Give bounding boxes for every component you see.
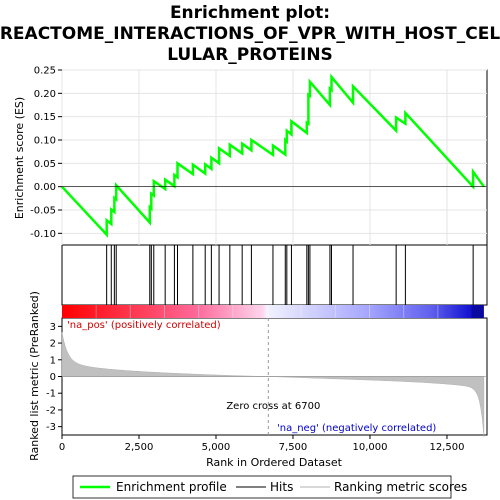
negative-correlation-label: 'na_neg' (negatively correlated) (277, 423, 436, 434)
hits-panel (61, 244, 488, 306)
zero-cross-label: Zero cross at 6700 (226, 401, 320, 412)
es-y-tick-label: 0.10 (34, 136, 56, 147)
es-y-axis-label: Enrichment score (ES) (13, 97, 26, 219)
chart-title-line-2: REACTOME_INTERACTIONS_OF_VPR_WITH_HOST_C… (0, 24, 500, 44)
metric-y-axis: 3 2 1 0 -1 -2 -3 (46, 322, 62, 433)
x-tick-label: 12,500 (429, 442, 464, 453)
metric-y-tick-label: -1 (46, 389, 56, 400)
rank-bar-segments (95, 305, 484, 318)
chart-title-line-3: LULAR_PROTEINS (167, 45, 333, 65)
legend-label-hits: Hits (270, 480, 293, 494)
x-tick-label: 2,500 (125, 442, 154, 453)
es-gridlines (61, 69, 487, 245)
metric-y-tick-label: 3 (50, 322, 56, 333)
x-axis-label: Rank in Ordered Dataset (206, 456, 343, 469)
metric-y-tick-label: -3 (46, 422, 56, 433)
metric-y-tick-label: 0 (50, 372, 56, 383)
es-y-axis: -0.10 -0.05 0.00 0.05 0.10 0.15 0.20 0.25 (30, 66, 62, 240)
x-tick-label: 0 (59, 442, 65, 453)
legend-label-enrichment-profile: Enrichment profile (116, 480, 227, 494)
x-tick-label: 5,000 (202, 442, 231, 453)
es-y-tick-label: 0.25 (34, 66, 56, 77)
enrichment-profile-line (61, 73, 485, 238)
positive-correlation-label: 'na_pos' (positively correlated) (67, 320, 221, 331)
rank-bar-end-block (471, 305, 484, 318)
es-y-tick-label: 0.15 (34, 112, 56, 123)
es-y-tick-label: -0.10 (30, 229, 56, 240)
es-y-tick-label: 0.05 (34, 159, 56, 170)
metric-y-tick-label: -2 (46, 405, 56, 416)
legend: Enrichment profile Hits Ranking metric s… (72, 475, 467, 499)
metric-y-tick-label: 2 (50, 339, 56, 350)
chart-title-line-1: Enrichment plot: (170, 3, 330, 23)
x-axis: 0 2,500 5,000 7,500 10,000 12,500 (59, 435, 464, 453)
x-tick-label: 7,500 (279, 442, 308, 453)
es-y-tick-label: 0.20 (34, 89, 56, 100)
es-y-tick-label: 0.00 (34, 182, 56, 193)
x-tick-label: 10,000 (352, 442, 387, 453)
es-y-tick-label: -0.05 (30, 206, 56, 217)
rank-color-bar (62, 305, 472, 318)
metric-y-axis-label: Ranked list metric (PreRanked) (28, 291, 41, 461)
hit-markers (106, 245, 474, 305)
metric-y-tick-label: 1 (50, 355, 56, 366)
es-panel (61, 69, 488, 246)
legend-label-ranking-metric: Ranking metric scores (334, 480, 467, 494)
